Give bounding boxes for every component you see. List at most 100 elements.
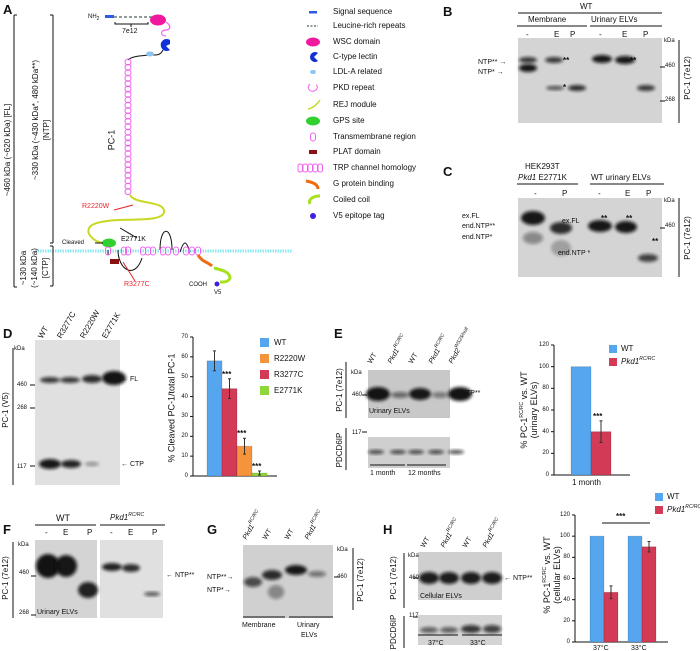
blot-band bbox=[638, 254, 658, 262]
transmembrane-segment bbox=[183, 246, 189, 256]
g-antibody: PC-1 (7e12) bbox=[356, 558, 365, 602]
blot-band bbox=[615, 56, 635, 64]
panel-label-e: E bbox=[334, 326, 343, 341]
g-kda: kDa bbox=[337, 547, 348, 553]
blot-band bbox=[432, 392, 448, 398]
c-exfl-label: ex.FL bbox=[462, 213, 480, 220]
mutation-r2220w: R2220W bbox=[82, 203, 110, 210]
brackets bbox=[12, 12, 680, 648]
e-kda: kDa bbox=[351, 370, 362, 376]
panel-label-h: H bbox=[383, 522, 393, 537]
g-protein-icon bbox=[305, 179, 320, 190]
cooh-label: COOH bbox=[189, 282, 207, 288]
pkd-repeat-loop bbox=[124, 90, 132, 98]
r2220w-arrow bbox=[113, 204, 134, 211]
blot-band bbox=[448, 450, 464, 454]
blot-membrane bbox=[100, 540, 163, 618]
e-marker-117: 117 bbox=[352, 430, 362, 436]
epitope-bracket bbox=[114, 22, 149, 27]
linker bbox=[127, 49, 164, 61]
blot-band bbox=[36, 554, 60, 578]
y-tick-label: 120 bbox=[538, 342, 549, 348]
v5-epitope bbox=[214, 281, 220, 287]
b-antibody: PC-1 (7e12) bbox=[683, 56, 692, 100]
e-marker-460: 460 bbox=[352, 392, 363, 398]
plat-domain bbox=[110, 259, 119, 264]
c-wt-uelv-label: WT urinary ELVs bbox=[591, 173, 651, 182]
coiled-coil-icon bbox=[308, 194, 321, 205]
h-antibody-2: PDCD6IP bbox=[389, 614, 398, 650]
b-uelv-label: Urinary ELVs bbox=[591, 15, 638, 24]
lane-label: E bbox=[128, 528, 134, 537]
c-star: ** bbox=[652, 237, 659, 246]
y-tick-label: 20 bbox=[181, 433, 188, 440]
mutation-e2771k: E2771K bbox=[121, 236, 146, 243]
lane-label: P bbox=[570, 30, 576, 39]
y-tick-label: 0 bbox=[545, 472, 549, 478]
pkd-repeat bbox=[160, 21, 171, 37]
ntp-tag: [NTP] bbox=[42, 119, 51, 141]
y-tick-label: 60 bbox=[563, 575, 570, 582]
error-bar bbox=[609, 585, 613, 600]
x-tick-label: 1 month bbox=[572, 478, 601, 487]
blot-band bbox=[60, 377, 80, 383]
wsc-domain bbox=[150, 14, 166, 26]
legend-label: WT bbox=[621, 344, 634, 353]
blot-band bbox=[262, 570, 282, 580]
transmembrane-icon bbox=[310, 132, 316, 142]
lane-label: P bbox=[643, 30, 649, 39]
pkd-repeat-loop bbox=[124, 85, 132, 93]
legend-label: Pkd1RC/RC bbox=[667, 504, 700, 514]
error-bar bbox=[647, 540, 651, 553]
x-tick-label: 37°C bbox=[593, 645, 609, 651]
blot-band bbox=[523, 232, 543, 244]
pkd-repeat-loop bbox=[124, 74, 132, 82]
h-marker-460: 460 bbox=[409, 575, 420, 581]
legend-label: Coiled coil bbox=[333, 195, 370, 204]
blot-band bbox=[637, 85, 655, 91]
pkd-repeat-loop bbox=[124, 188, 132, 196]
blot-band bbox=[390, 450, 406, 454]
g-membrane-label: Membrane bbox=[242, 622, 276, 629]
blot-membrane bbox=[35, 540, 97, 618]
pkd-repeat-loop bbox=[124, 112, 132, 120]
pkd-repeat-loop bbox=[124, 134, 132, 142]
c-type-lectin bbox=[160, 39, 170, 52]
e-age-2: 12 months bbox=[408, 470, 441, 477]
d-ctp-arrow: ← CTP bbox=[121, 461, 144, 468]
legend-swatch bbox=[609, 358, 617, 366]
pkd-repeat-loop bbox=[124, 171, 132, 179]
d-kda: kDa bbox=[14, 346, 25, 352]
b-membrane-label: Membrane bbox=[528, 15, 567, 24]
lane-label: E bbox=[622, 30, 628, 39]
tm-segment bbox=[312, 163, 318, 173]
transmembrane-segment bbox=[165, 246, 171, 256]
lane-label: - bbox=[534, 189, 537, 198]
g-marker-460: 460 bbox=[337, 574, 348, 580]
pkd-repeat-loop bbox=[124, 166, 132, 174]
legend-label: WT bbox=[667, 492, 680, 501]
epitope-label: 7e12 bbox=[122, 28, 138, 35]
bar bbox=[589, 535, 605, 643]
legend-label: Transmembrane region bbox=[333, 132, 416, 141]
blot-band bbox=[408, 450, 424, 454]
legend-label: R2220W bbox=[274, 354, 306, 363]
blot-band bbox=[308, 571, 326, 577]
blot-band bbox=[482, 572, 502, 584]
c-antibody: PC-1 (7e12) bbox=[683, 216, 692, 260]
e-antibody-2: PDCD6IP bbox=[335, 432, 344, 468]
transmembrane-segment bbox=[173, 246, 179, 256]
blot-band bbox=[55, 555, 77, 577]
c-star: ** bbox=[601, 214, 608, 223]
error-bar bbox=[228, 378, 231, 400]
legend-label: REJ module bbox=[333, 100, 377, 109]
panel-label-a: A bbox=[3, 2, 13, 17]
c-endntp1-label: end.NTP* bbox=[462, 234, 493, 241]
fl-size-label: ~460 kDa (~620 kDa) [FL] bbox=[3, 103, 12, 197]
blot-band bbox=[588, 220, 612, 232]
y-tick-label: 30 bbox=[181, 413, 188, 420]
y-tick-label: 20 bbox=[563, 617, 570, 624]
cleaved-label: Cleaved bbox=[62, 240, 85, 246]
legend-label: V5 epitope tag bbox=[333, 211, 385, 220]
e-sample-label: Urinary ELVs bbox=[369, 408, 410, 415]
